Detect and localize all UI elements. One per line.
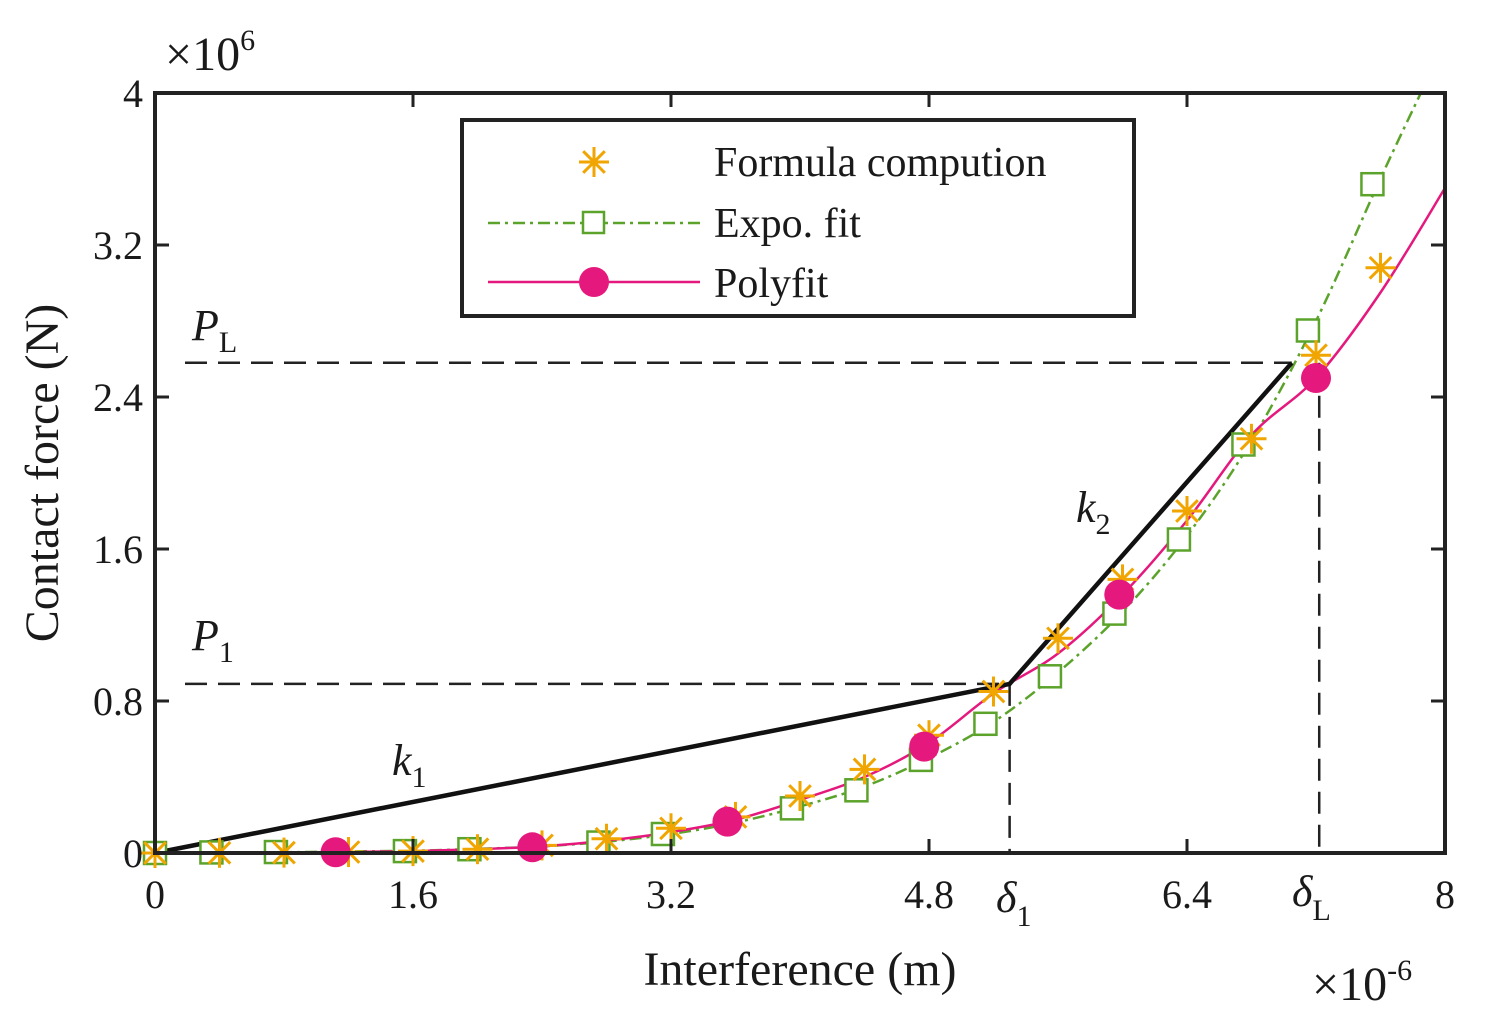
formula-point: [656, 813, 686, 844]
legend-label-polyfit: Polyfit: [714, 261, 829, 307]
legend-entry-polyfit: Polyfit: [488, 261, 829, 307]
expo-fit-point: [1166, 527, 1192, 552]
formula-point: [462, 834, 493, 865]
plot-frame: [153, 91, 1447, 855]
bilinear-line: [154, 361, 1294, 856]
x-tick-label: 0: [145, 872, 165, 917]
x-axis-label: Interference (m): [643, 943, 956, 996]
formula-point: [978, 676, 1009, 707]
y-multiplier: ×106: [165, 24, 255, 81]
formula-point: [1172, 496, 1202, 526]
expo-fit-point: [973, 711, 998, 737]
legend-box: [460, 118, 1136, 318]
k2-label: k2: [1076, 483, 1111, 541]
expo-fit-point: [1037, 664, 1063, 689]
y-tick-label: 0.8: [93, 679, 143, 724]
y-tick-label: 3.2: [93, 223, 143, 268]
reference-lines: [185, 361, 1321, 853]
pl-label: PL: [191, 301, 237, 359]
formula-point: [785, 781, 815, 811]
legend-entry-expo: Expo. fit: [488, 201, 861, 247]
k1-label: k1: [392, 736, 427, 794]
polyfit-point: [712, 806, 743, 837]
p1-label: P1: [191, 611, 234, 669]
delta1-label: δ1: [996, 873, 1031, 933]
legend-entry-formula: Formula compution: [579, 140, 1046, 186]
y-tick-label: 1.6: [93, 527, 143, 572]
y-axis-label: Contact force (N): [16, 304, 69, 643]
legend-label-formula: Formula compution: [714, 140, 1046, 186]
x-tick-label: 4.8: [904, 872, 954, 917]
x-tick-label: 3.2: [646, 872, 696, 917]
expo-fit-point: [1360, 171, 1385, 197]
formula-point: [1365, 252, 1396, 283]
polyfit-point: [1301, 363, 1331, 393]
axis-ticks: 0 1.6 3.2 4.8 6.4 8 0 0.8 1.6 2.4 3.2 4: [93, 71, 1455, 917]
expo-fit-point: [1295, 318, 1321, 343]
formula-point: [1301, 340, 1331, 371]
legend: Formula compution Expo. fit Polyfit: [460, 118, 1136, 318]
polyfit-point: [1104, 579, 1135, 610]
legend-marker-formula: [579, 147, 609, 177]
polyfit-point: [517, 832, 548, 863]
y-tick-label: 4: [123, 71, 143, 116]
x-tick-label: 8: [1435, 872, 1455, 917]
x-tick-label: 6.4: [1162, 872, 1212, 917]
legend-marker-polyfit: [579, 267, 609, 297]
x-multiplier: ×10-6: [1312, 954, 1412, 1011]
polyfit-point: [909, 731, 940, 762]
series-markers: [140, 171, 1396, 868]
formula-point: [1043, 623, 1073, 654]
deltal-label: δL: [1292, 867, 1331, 927]
legend-marker-expo: [581, 210, 606, 235]
bilinear-model: [154, 361, 1294, 856]
y-tick-label: 0: [123, 831, 143, 876]
formula-point: [1236, 423, 1267, 454]
formula-point: [849, 754, 880, 785]
legend-label-expo: Expo. fit: [714, 201, 861, 247]
formula-point: [591, 823, 622, 854]
y-tick-label: 2.4: [93, 375, 143, 420]
x-tick-label: 1.6: [388, 872, 438, 917]
